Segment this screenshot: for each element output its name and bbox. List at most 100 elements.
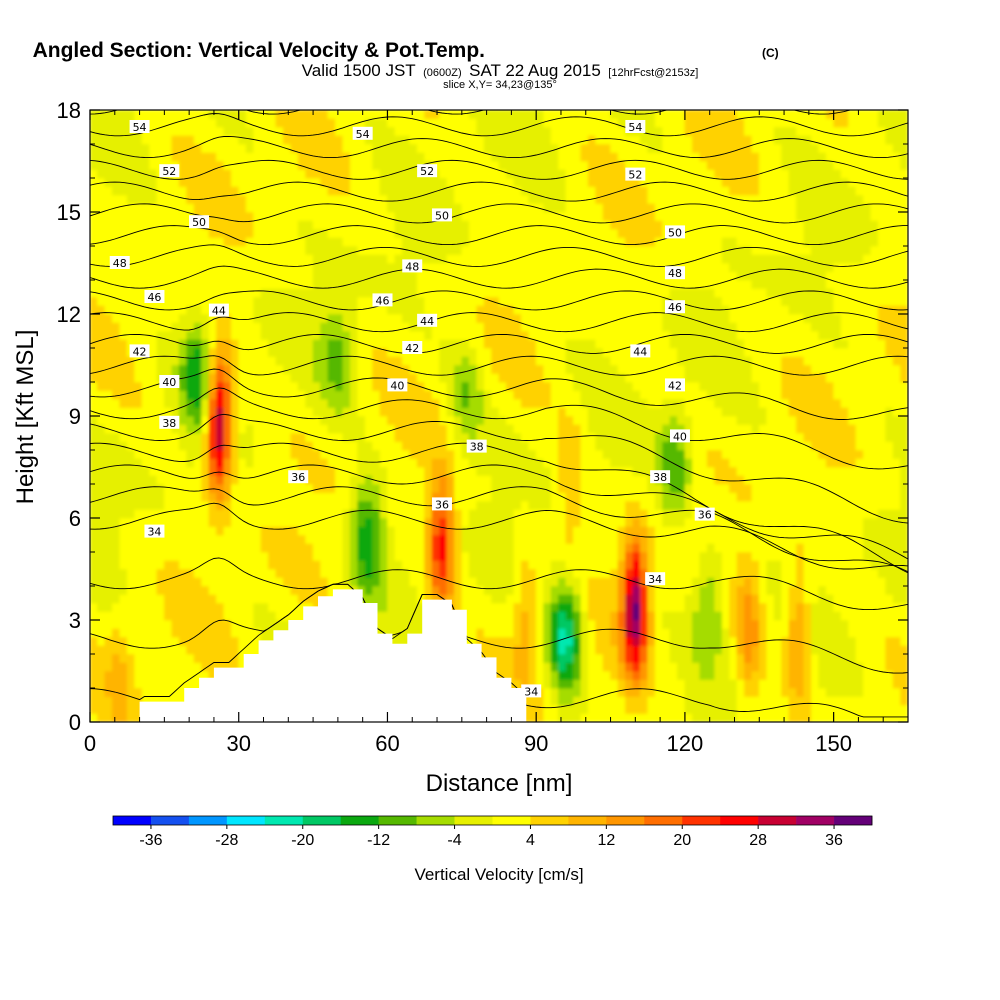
field-cell bbox=[454, 262, 463, 272]
field-cell bbox=[521, 415, 530, 425]
field-cell bbox=[253, 220, 262, 230]
field-cell bbox=[439, 568, 448, 578]
field-cell bbox=[335, 186, 344, 196]
field-cell bbox=[409, 373, 418, 383]
field-cell bbox=[149, 696, 158, 706]
field-cell bbox=[201, 245, 210, 255]
field-cell bbox=[149, 415, 158, 425]
field-cell bbox=[416, 118, 425, 128]
field-cell bbox=[305, 152, 314, 162]
field-cell bbox=[558, 126, 567, 136]
field-cell bbox=[201, 645, 210, 655]
field-cell bbox=[253, 415, 262, 425]
field-cell bbox=[364, 228, 373, 238]
field-cell bbox=[90, 245, 98, 255]
field-cell bbox=[565, 424, 574, 434]
field-cell bbox=[201, 458, 210, 468]
field-cell bbox=[573, 339, 582, 349]
field-cell bbox=[90, 118, 98, 128]
field-cell bbox=[149, 339, 158, 349]
field-cell bbox=[491, 186, 500, 196]
field-cell bbox=[186, 602, 195, 612]
field-cell bbox=[483, 628, 492, 638]
field-cell bbox=[327, 483, 336, 493]
field-cell bbox=[305, 118, 314, 128]
field-cell bbox=[305, 143, 314, 153]
field-cell bbox=[245, 143, 254, 153]
field-cell bbox=[528, 466, 537, 476]
field-cell bbox=[535, 186, 544, 196]
field-cell bbox=[483, 492, 492, 502]
field-cell bbox=[558, 449, 567, 459]
field-cell bbox=[245, 585, 254, 595]
field-cell bbox=[498, 254, 507, 264]
field-cell bbox=[312, 415, 321, 425]
field-cell bbox=[565, 636, 574, 646]
field-cell bbox=[431, 534, 440, 544]
field-cell bbox=[312, 271, 321, 281]
field-cell bbox=[149, 517, 158, 527]
field-cell bbox=[178, 687, 187, 697]
field-cell bbox=[268, 509, 277, 519]
field-cell bbox=[290, 551, 299, 561]
field-cell bbox=[149, 313, 158, 323]
field-cell bbox=[141, 645, 150, 655]
field-cell bbox=[260, 220, 269, 230]
field-cell bbox=[491, 245, 500, 255]
field-cell bbox=[260, 160, 269, 170]
field-cell bbox=[97, 415, 106, 425]
field-cell bbox=[230, 560, 240, 570]
field-cell bbox=[602, 602, 611, 612]
slice-label: slice X,Y= 34,23@135° bbox=[443, 79, 557, 91]
field-cell bbox=[186, 458, 195, 468]
field-cell bbox=[573, 534, 582, 544]
field-cell bbox=[216, 611, 225, 621]
field-cell bbox=[90, 177, 98, 187]
field-cell bbox=[468, 220, 477, 230]
field-cell bbox=[134, 424, 143, 434]
field-cell bbox=[104, 288, 113, 298]
field-cell bbox=[535, 390, 544, 400]
field-cell bbox=[491, 492, 500, 502]
field-cell bbox=[402, 254, 411, 264]
field-cell bbox=[186, 160, 195, 170]
field-cell bbox=[90, 194, 98, 204]
field-cell bbox=[468, 118, 477, 128]
field-cell bbox=[260, 611, 269, 621]
field-cell bbox=[126, 483, 135, 493]
field-cell bbox=[156, 483, 165, 493]
field-cell bbox=[268, 245, 277, 255]
field-cell bbox=[349, 322, 359, 332]
field-cell bbox=[513, 568, 522, 578]
field-cell bbox=[454, 245, 463, 255]
field-cell bbox=[119, 407, 128, 417]
field-cell bbox=[141, 619, 150, 629]
field-cell bbox=[112, 636, 121, 646]
field-cell bbox=[141, 534, 150, 544]
field-cell bbox=[357, 517, 366, 527]
field-cell bbox=[521, 126, 530, 136]
field-cell bbox=[543, 560, 552, 570]
field-cell bbox=[513, 118, 522, 128]
field-cell bbox=[245, 254, 254, 264]
field-cell bbox=[238, 237, 247, 247]
field-cell bbox=[498, 568, 507, 578]
field-cell bbox=[104, 585, 113, 595]
field-cell bbox=[387, 534, 396, 544]
field-cell bbox=[297, 381, 306, 391]
field-cell bbox=[283, 551, 292, 561]
field-cell bbox=[454, 390, 463, 400]
field-cell bbox=[320, 305, 329, 315]
field-cell bbox=[216, 237, 225, 247]
field-cell bbox=[528, 237, 537, 247]
field-cell bbox=[513, 458, 522, 468]
field-cell bbox=[513, 237, 522, 247]
field-cell bbox=[535, 475, 544, 485]
field-cell bbox=[164, 653, 173, 663]
field-cell bbox=[416, 356, 425, 366]
field-cell bbox=[260, 509, 269, 519]
field-cell bbox=[290, 500, 299, 510]
field-cell bbox=[416, 551, 425, 561]
field-cell bbox=[223, 313, 232, 323]
field-cell bbox=[394, 356, 403, 366]
